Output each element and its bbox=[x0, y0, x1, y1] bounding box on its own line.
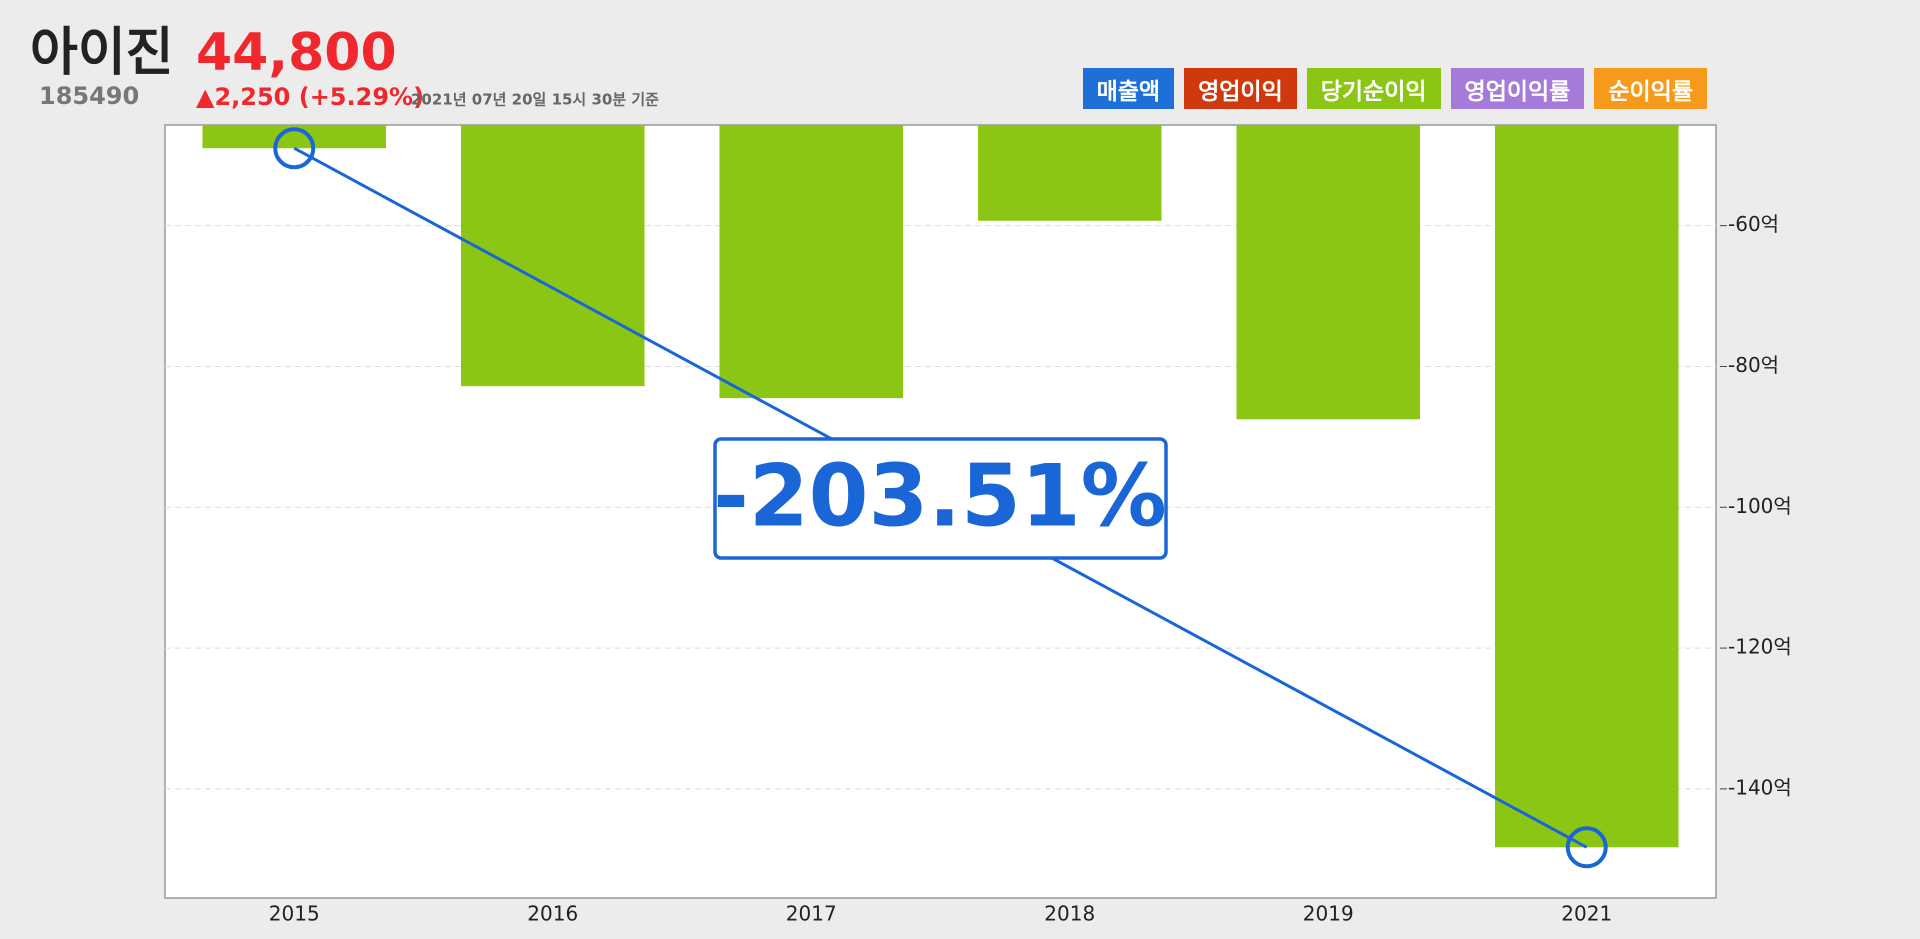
bar bbox=[202, 125, 387, 149]
y-tick-label: -80억 bbox=[1728, 353, 1779, 377]
bar bbox=[977, 125, 1162, 221]
y-tick-label: -60억 bbox=[1728, 212, 1779, 236]
annotation-box bbox=[713, 437, 1168, 560]
legend-button[interactable]: 매출액 bbox=[1082, 68, 1175, 109]
x-tick-label: 2015 bbox=[269, 902, 320, 926]
timestamp: 2021년 07년 20일 15시 30분 기준 bbox=[411, 91, 659, 109]
trend-point bbox=[273, 127, 316, 170]
x-tick-label: 2018 bbox=[1044, 902, 1095, 926]
y-tick-label: -140억 bbox=[1728, 775, 1792, 799]
legend-button[interactable]: 영업이익 bbox=[1184, 68, 1297, 109]
price-change: ▲2,250 (+5.29%) bbox=[196, 83, 424, 111]
bar bbox=[1494, 125, 1679, 848]
stock-name: 아이진 bbox=[30, 23, 174, 83]
y-tick-label: -120억 bbox=[1728, 635, 1792, 659]
bar bbox=[1236, 125, 1421, 420]
y-tick-label: -100억 bbox=[1728, 494, 1792, 518]
bar bbox=[460, 125, 645, 387]
x-tick-label: 2017 bbox=[786, 902, 837, 926]
x-tick-label: 2021 bbox=[1561, 902, 1612, 926]
legend-button[interactable]: 당기순이익 bbox=[1306, 68, 1441, 109]
legend-button[interactable]: 영업이익률 bbox=[1450, 68, 1585, 109]
x-tick-label: 2019 bbox=[1303, 902, 1354, 926]
x-tick-label: 2016 bbox=[527, 902, 578, 926]
stock-price: 44,800 bbox=[196, 23, 397, 83]
bar bbox=[719, 125, 904, 399]
annotation: -203.51% bbox=[713, 446, 1167, 546]
stock-code: 185490 bbox=[39, 82, 139, 110]
trend-point bbox=[1565, 826, 1608, 869]
legend-button[interactable]: 순이익률 bbox=[1594, 68, 1707, 109]
legend: 매출액 영업이익 당기순이익 영업이익률 순이익률 bbox=[1082, 68, 1707, 109]
